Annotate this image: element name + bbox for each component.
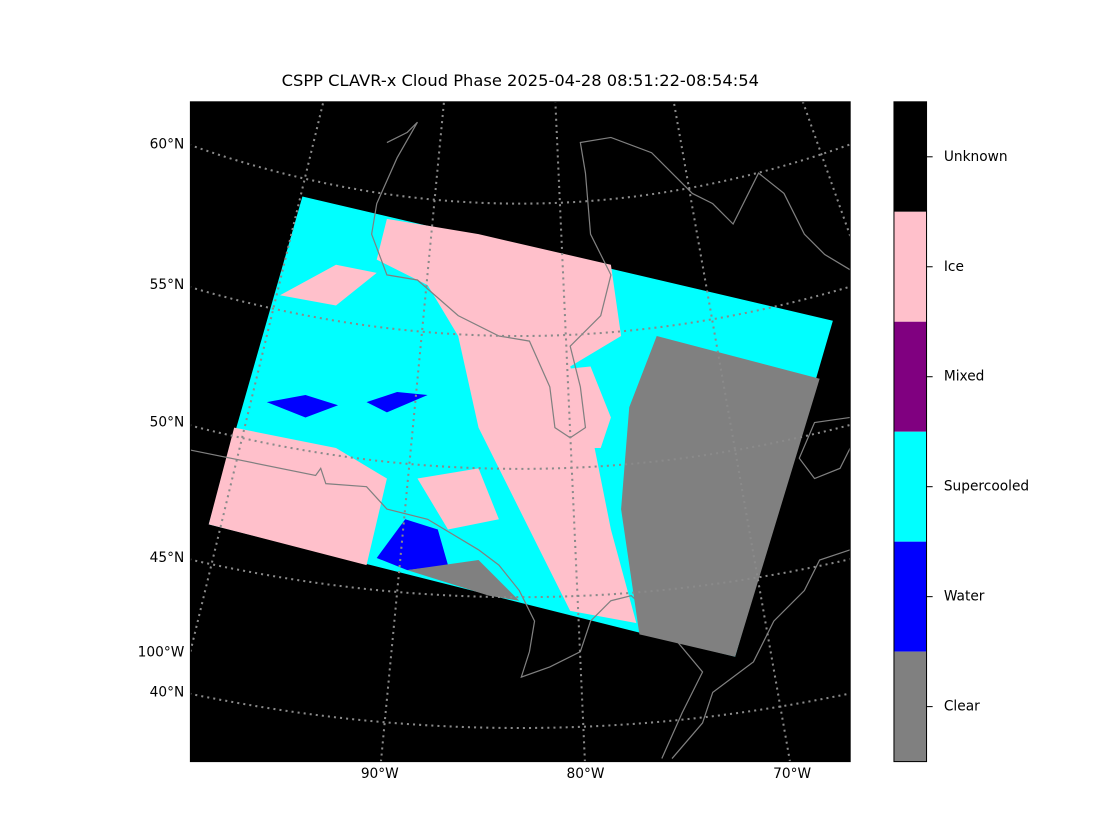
border-line	[371, 121, 851, 439]
latitude-line	[190, 285, 851, 337]
water-region	[266, 395, 339, 418]
colorbar-label: Water	[944, 589, 985, 605]
map-area	[190, 101, 851, 762]
colorbar-segment	[893, 651, 927, 762]
clear-region	[621, 336, 820, 657]
coastlines-and-borders	[190, 121, 851, 759]
border-line	[671, 416, 851, 759]
latitude-line	[190, 143, 851, 205]
latitude-label: 40°N	[150, 684, 185, 700]
colorbar-segment	[893, 431, 927, 542]
graticule	[190, 101, 851, 762]
clear-region	[407, 560, 520, 601]
colorbar-label: Mixed	[944, 369, 985, 385]
longitude-label: 70°W	[773, 766, 811, 782]
axis-labels: 60°N 55°N 50°N 45°N 40°N 100°W 90°W 80°W 70°W	[138, 137, 812, 782]
ice-region	[280, 264, 377, 306]
ice-region	[208, 427, 387, 566]
latitude-line	[190, 558, 851, 599]
latitude-label: 45°N	[150, 550, 185, 566]
latitude-label: 55°N	[150, 277, 185, 293]
colorbar: Unknown Ice Mixed Supercooled Water Clear	[893, 101, 1029, 763]
longitude-line	[554, 101, 586, 762]
colorbar-segment	[893, 541, 927, 652]
colorbar-label: Unknown	[944, 149, 1008, 165]
map-title: CSPP CLAVR-x Cloud Phase 2025-04-28 08:5…	[282, 71, 759, 90]
latitude-label: 60°N	[150, 137, 185, 153]
colorbar-label: Clear	[944, 699, 980, 715]
border-line	[190, 449, 704, 759]
latitude-line	[190, 423, 851, 470]
longitude-line	[379, 101, 445, 762]
water-region	[366, 392, 428, 413]
ice-region	[417, 468, 499, 530]
longitude-line	[801, 101, 851, 239]
colorbar-label: Supercooled	[944, 479, 1029, 495]
colorbar-label: Ice	[944, 259, 964, 275]
longitude-label: 100°W	[138, 645, 185, 661]
ice-region	[376, 218, 637, 624]
water-region	[376, 519, 448, 571]
satellite-swath	[208, 196, 833, 657]
longitude-line	[190, 101, 325, 652]
map-frame	[189, 101, 851, 763]
colorbar-segment	[893, 211, 927, 322]
colorbar-segment	[893, 321, 927, 432]
colorbar-frame	[893, 101, 928, 763]
longitude-label: 90°W	[361, 766, 399, 782]
ice-region	[539, 366, 611, 448]
longitude-label: 80°W	[566, 766, 604, 782]
latitude-label: 50°N	[150, 415, 185, 431]
colorbar-segment	[893, 101, 927, 212]
